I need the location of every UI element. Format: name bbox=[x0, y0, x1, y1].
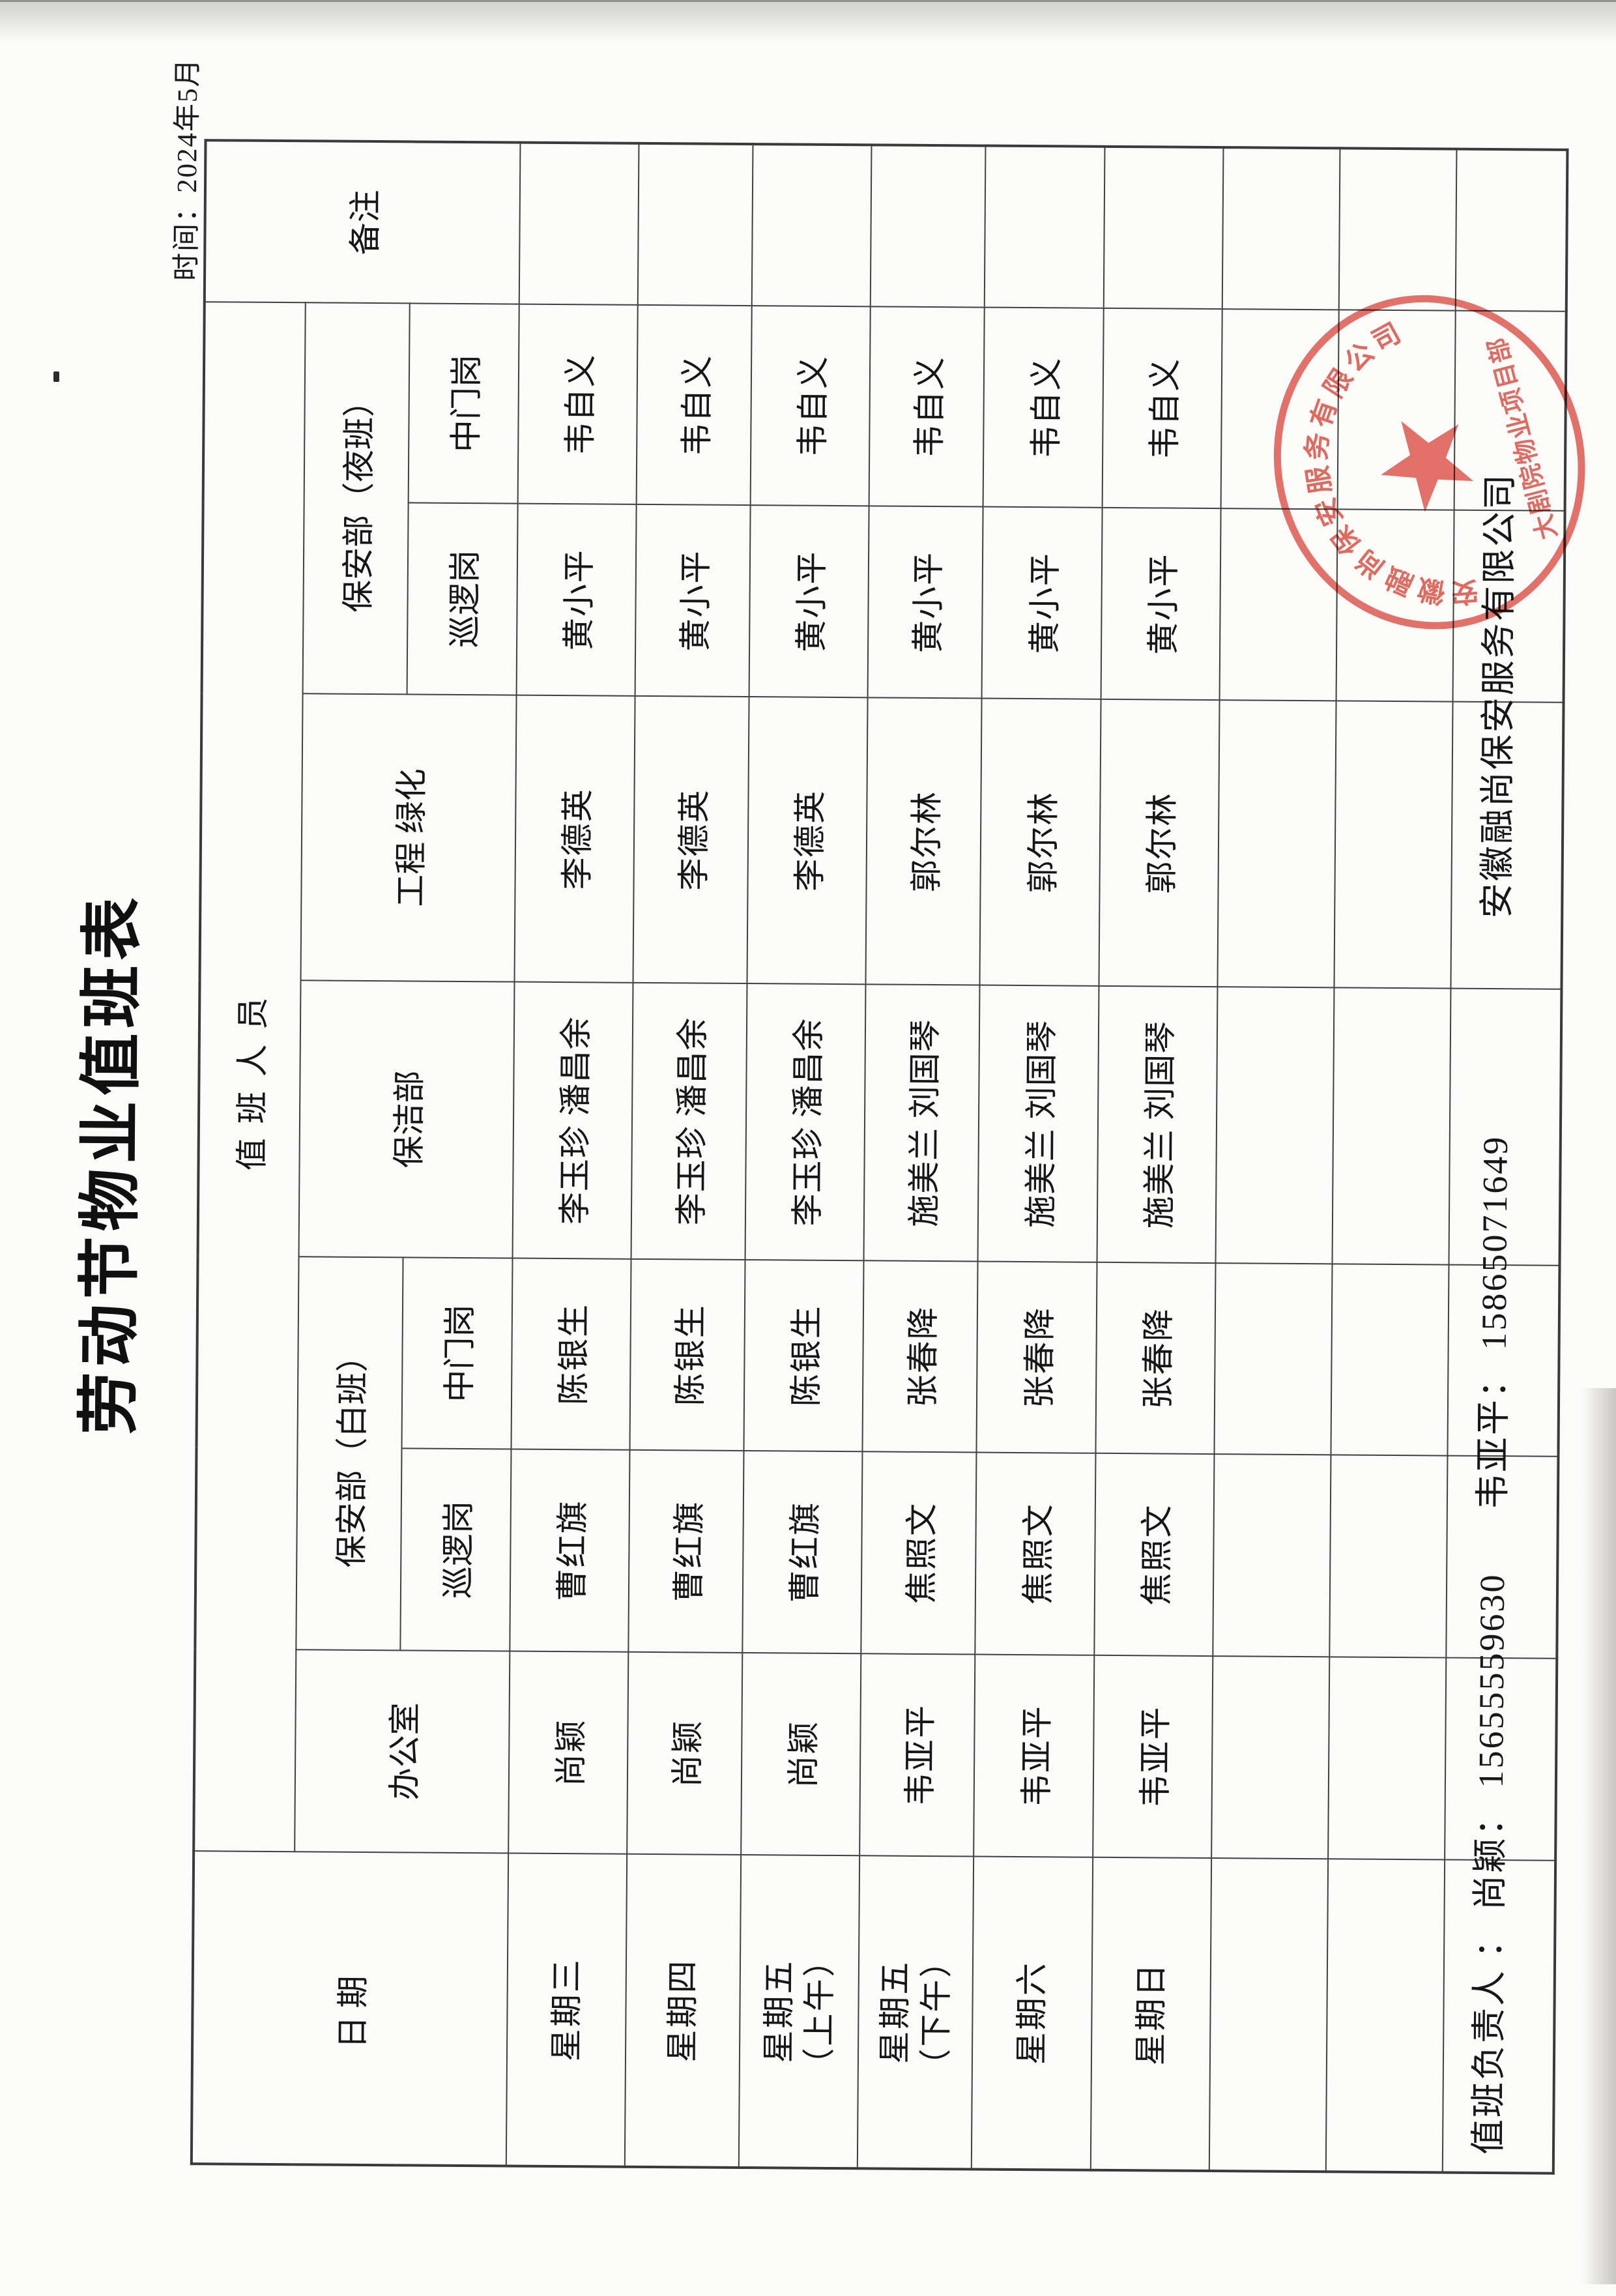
page-title: 劳动节物业值班表 bbox=[74, 892, 148, 1435]
scan-edge-shadow-right bbox=[1582, 1388, 1616, 2284]
table-row-friday-pm: 星期五 （下午） 韦亚平 焦照文 张春降 施美兰 刘国琴 郭尔林 黄小平 韦自义 bbox=[857, 145, 986, 2170]
day-note: （下午） bbox=[917, 1943, 955, 2082]
header-office: 办公室 bbox=[295, 1649, 510, 1853]
cell-patrol-night: 黄小平 bbox=[981, 506, 1103, 699]
header-engineering: 工程 绿化 bbox=[300, 693, 517, 982]
cell-patrol-day: 曹红旗 bbox=[510, 1449, 630, 1652]
cell-cleaning: 施美兰 刘国琴 bbox=[1097, 985, 1218, 1264]
header-cleaning: 保洁部 bbox=[298, 980, 515, 1258]
cell-office: 韦亚平 bbox=[859, 1653, 975, 1857]
header-security-day: 保安部（白班） bbox=[296, 1257, 403, 1651]
cell-engineering: 李德英 bbox=[514, 695, 635, 983]
cell-office: 尚颖 bbox=[508, 1651, 629, 1854]
table-row-saturday: 星期六 韦亚平 焦照文 张春降 施美兰 刘国琴 郭尔林 黄小平 韦自义 bbox=[971, 145, 1105, 2170]
cell-engineering: 李德英 bbox=[633, 695, 749, 984]
cell-engineering: 郭尔林 bbox=[1099, 699, 1220, 987]
day-note: （上午） bbox=[800, 1942, 839, 2081]
cell-gate-day: 陈银生 bbox=[743, 1260, 864, 1452]
cell-patrol-day: 焦照文 bbox=[861, 1451, 977, 1655]
cell-patrol-night: 黄小平 bbox=[749, 505, 869, 698]
header-date: 日期 bbox=[191, 1851, 509, 2166]
day-text: 星期五 bbox=[760, 1959, 798, 2063]
cell-office: 韦亚平 bbox=[1093, 1655, 1213, 1859]
header-gate-night: 中门岗 bbox=[408, 303, 519, 504]
day-label: 星期五 （上午） bbox=[738, 1855, 860, 2169]
cell-engineering: 郭尔林 bbox=[865, 697, 982, 985]
company-seal-stamp: 安徽融尚保安服务有限公司 大剧院物业项目部 bbox=[1200, 242, 1616, 687]
cell-office: 尚颖 bbox=[741, 1653, 861, 1856]
cell-gate-day: 张春降 bbox=[862, 1260, 978, 1453]
day-label: 星期三 bbox=[506, 1853, 628, 2167]
cell-gate-night: 韦自义 bbox=[517, 304, 638, 504]
seal-graphic: 安徽融尚保安服务有限公司 大剧院物业项目部 bbox=[1269, 295, 1585, 641]
cell-remark bbox=[870, 145, 986, 308]
scan-ink-speck bbox=[53, 371, 59, 382]
cell-remark bbox=[637, 143, 753, 306]
day-label: 星期五 （下午） bbox=[857, 1855, 974, 2170]
cell-patrol-night: 黄小平 bbox=[1101, 507, 1221, 701]
scan-edge-shadow-top bbox=[0, 0, 1616, 42]
cell-gate-night: 韦自义 bbox=[983, 307, 1104, 508]
table-row-friday-am: 星期五 （上午） 尚颖 曹红旗 陈银生 李玉珍 潘昌余 李德英 黄小平 韦自义 bbox=[738, 144, 872, 2169]
cell-remark bbox=[984, 145, 1105, 308]
seal-star-icon bbox=[1381, 421, 1474, 512]
header-patrol-day: 巡逻岗 bbox=[400, 1448, 512, 1651]
cell-cleaning: 施美兰 刘国琴 bbox=[977, 985, 1099, 1262]
cell-gate-night: 韦自义 bbox=[750, 306, 871, 506]
table-row-thursday: 星期四 尚颖 曹红旗 陈银生 李玉珍 潘昌余 李德英 黄小平 韦自义 bbox=[624, 143, 753, 2168]
day-label: 星期六 bbox=[971, 1856, 1093, 2170]
cell-patrol-day: 曹红旗 bbox=[628, 1449, 744, 1653]
cell-remark bbox=[1103, 146, 1224, 310]
time-label: 时间：2024年5月 bbox=[171, 57, 204, 282]
table-row-wednesday: 星期三 尚颖 曹红旗 陈银生 李玉珍 潘昌余 李德英 黄小平 韦自义 bbox=[506, 142, 639, 2167]
cell-remark bbox=[751, 144, 872, 307]
cell-patrol-day: 焦照文 bbox=[1094, 1453, 1215, 1657]
seal-ring bbox=[1273, 295, 1585, 630]
cell-cleaning: 李玉珍 潘昌余 bbox=[512, 981, 633, 1259]
cell-remark bbox=[519, 142, 639, 305]
cell-engineering: 李德英 bbox=[747, 697, 868, 985]
cell-patrol-night: 黄小平 bbox=[635, 504, 751, 697]
cell-gate-night: 韦自义 bbox=[636, 304, 752, 506]
cell-gate-day: 陈银生 bbox=[511, 1258, 631, 1450]
cell-patrol-day: 焦照文 bbox=[975, 1452, 1096, 1655]
cell-cleaning: 施美兰 刘国琴 bbox=[863, 984, 980, 1262]
cell-engineering: 郭尔林 bbox=[979, 698, 1101, 986]
cell-patrol-night: 黄小平 bbox=[867, 506, 983, 699]
day-text: 星期四 bbox=[664, 1958, 702, 2063]
header-staff: 值班人员 bbox=[194, 302, 306, 1852]
header-security-night: 保安部（夜班） bbox=[302, 302, 410, 695]
cell-gate-day: 张春降 bbox=[976, 1261, 1097, 1453]
cell-office: 韦亚平 bbox=[974, 1654, 1095, 1857]
day-text: 星期日 bbox=[1132, 1962, 1170, 2066]
cell-gate-day: 陈银生 bbox=[629, 1258, 745, 1451]
cell-patrol-night: 黄小平 bbox=[516, 503, 637, 696]
cell-gate-day: 张春降 bbox=[1095, 1262, 1216, 1455]
footer-second-contact: 韦亚平： 15865071649 bbox=[1473, 1135, 1515, 1510]
day-text: 星期三 bbox=[547, 1957, 585, 2062]
table-row-sunday: 星期日 韦亚平 焦照文 张春降 施美兰 刘国琴 郭尔林 黄小平 韦自义 bbox=[1090, 146, 1224, 2172]
day-text: 星期五 bbox=[876, 1960, 914, 2064]
cell-office: 尚颖 bbox=[627, 1651, 743, 1855]
cell-cleaning: 李玉珍 潘昌余 bbox=[631, 982, 747, 1260]
footer-duty-manager-contact: 值班负责人 ： 尚颖： 15655559630 bbox=[1468, 1573, 1512, 2155]
header-patrol-night: 巡逻岗 bbox=[407, 502, 518, 695]
scan-edge-line-top bbox=[0, 0, 1616, 2]
cell-gate-night: 韦自义 bbox=[869, 306, 985, 507]
day-label: 星期日 bbox=[1090, 1857, 1212, 2172]
day-label: 星期四 bbox=[624, 1853, 742, 2168]
header-remark: 备注 bbox=[204, 140, 521, 304]
day-text: 星期六 bbox=[1013, 1960, 1051, 2065]
header-gate-day: 中门岗 bbox=[401, 1257, 513, 1449]
cell-cleaning: 李玉珍 潘昌余 bbox=[745, 983, 866, 1261]
cell-patrol-day: 曹红旗 bbox=[742, 1451, 863, 1654]
